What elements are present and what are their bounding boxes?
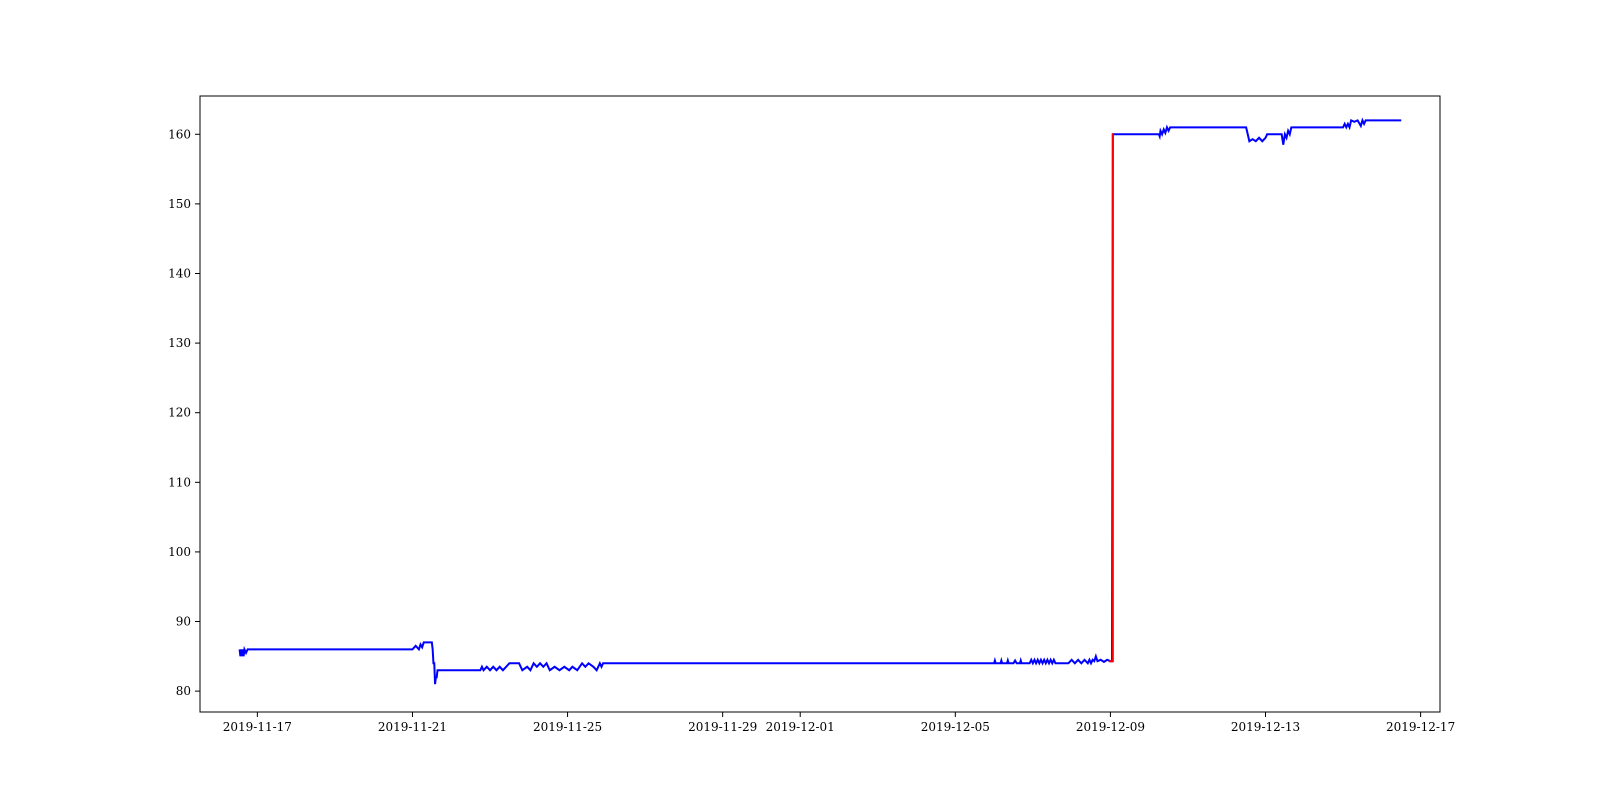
series-line-0 [238,117,1402,685]
x-tick-label: 2019-12-09 [1076,720,1145,734]
x-tick-label: 2019-11-21 [378,720,447,734]
x-tick-label: 2019-11-17 [223,720,292,734]
y-tick-label: 90 [176,615,191,629]
y-tick-label: 160 [168,127,191,141]
series-line-1 [1108,133,1114,663]
x-tick-label: 2019-12-01 [766,720,835,734]
y-tick-label: 140 [168,266,191,280]
plot-area: 2019-11-17 2019-11-21 2019-11-25 2019-11-29… [168,95,1455,734]
x-tick-label: 2019-11-25 [533,720,602,734]
axes-frame [199,95,1441,713]
y-tick-label: 150 [168,197,191,211]
y-tick-label: 110 [168,475,191,489]
y-tick-label: 130 [168,336,191,350]
x-tick-label: 2019-12-13 [1231,720,1300,734]
y-tick-label: 120 [168,406,191,420]
x-tick-label: 2019-12-05 [921,720,990,734]
y-tick-label: 80 [176,684,191,698]
y-tick-label: 100 [168,545,191,559]
x-tick-label: 2019-11-29 [688,720,757,734]
x-tick-label: 2019-12-17 [1386,720,1455,734]
